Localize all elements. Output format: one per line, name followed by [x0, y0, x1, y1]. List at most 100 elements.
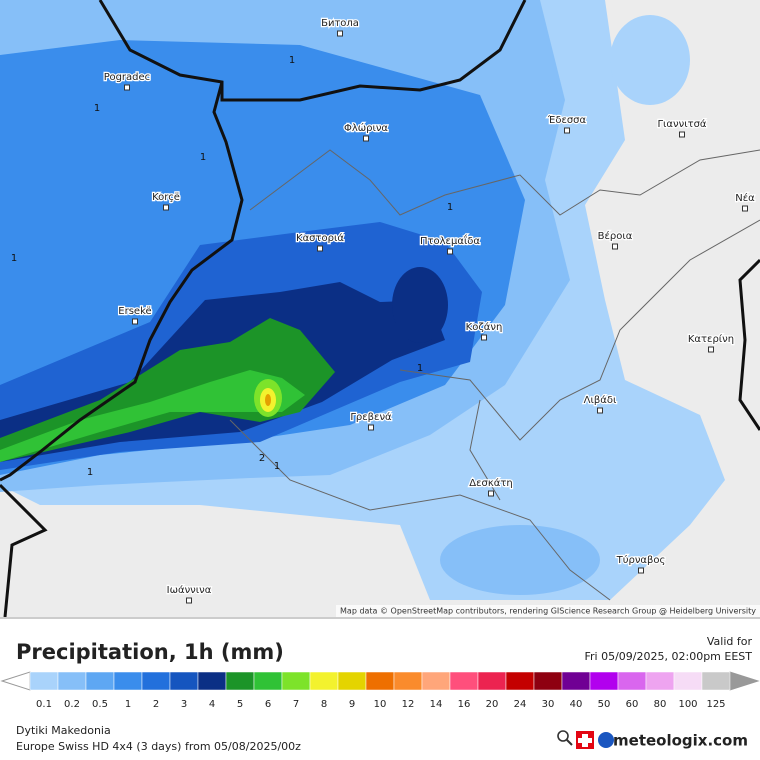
city-marker	[742, 205, 748, 212]
swiss-logo	[578, 734, 592, 747]
legend-label: 8	[321, 699, 327, 710]
legend-label: 20	[486, 699, 499, 710]
legend-color	[589, 671, 619, 691]
legend-title: Precipitation, 1h (mm)	[16, 640, 284, 664]
precip-area	[392, 267, 448, 343]
legend-color	[57, 671, 87, 691]
legend-color	[673, 671, 703, 691]
search-icon	[557, 730, 569, 742]
city-label: Pogradec	[104, 72, 150, 83]
legend-label: 10	[374, 699, 387, 710]
city-label: Νέα	[735, 192, 755, 204]
city-marker	[597, 407, 603, 414]
legend-label: 125	[706, 699, 725, 710]
legend-color	[393, 671, 423, 691]
legend-arrow-left	[0, 671, 31, 691]
contour-label: 1	[200, 152, 206, 163]
contour-label: 1	[94, 103, 100, 114]
city-marker	[368, 424, 374, 431]
contour-label: 1	[274, 461, 280, 472]
city-marker	[488, 490, 494, 497]
region-name: Dytiki Makedonia	[16, 724, 111, 737]
precip-area	[0, 370, 305, 462]
model-info: Europe Swiss HD 4x4 (3 days) from 05/08/…	[16, 740, 301, 753]
legend-label: 0.2	[64, 699, 80, 710]
legend-color	[85, 671, 115, 691]
attribution-background	[336, 605, 760, 617]
city-marker	[186, 597, 192, 604]
map: Битола Pogradec Φλώρινα Έδεσσα Γιαννιτσά Korç…	[0, 0, 760, 617]
city-label: Битола	[321, 18, 359, 29]
legend-color	[701, 671, 731, 691]
legend-color	[477, 671, 507, 691]
city-label: Πτολεμαΐδα	[420, 233, 480, 247]
city-label: Λιβάδι	[584, 394, 617, 406]
city-marker	[638, 567, 644, 574]
city-label: Έδεσσα	[547, 114, 587, 126]
contour-label: 2	[259, 453, 265, 464]
city-marker	[317, 245, 323, 252]
attribution: Map data © OpenStreetMap contributors, r…	[340, 607, 756, 616]
city-label: Ersekë	[118, 306, 151, 317]
legend-label: 7	[293, 699, 299, 710]
contour-label: 1	[87, 467, 93, 478]
city-marker	[132, 318, 138, 325]
legend-arrow-right	[729, 671, 760, 691]
legend-label: 30	[542, 699, 555, 710]
legend-color	[309, 671, 339, 691]
legend-color	[113, 671, 143, 691]
precip-area	[440, 525, 600, 595]
legend-label: 6	[265, 699, 271, 710]
legend-color	[29, 671, 59, 691]
legend-color	[617, 671, 647, 691]
contour-label: 1	[447, 202, 453, 213]
legend-color	[505, 671, 535, 691]
contour-label: 1	[11, 253, 17, 264]
legend-color	[421, 671, 451, 691]
city-label: Γρεβενά	[350, 411, 392, 423]
city-label: Φλώρινα	[344, 122, 388, 134]
legend-label: 5	[237, 699, 243, 710]
brand-logo	[598, 732, 614, 748]
city-label: Ιωάννινα	[167, 584, 212, 596]
city-marker	[124, 84, 130, 91]
legend-color	[449, 671, 479, 691]
legend-label: 2	[153, 699, 159, 710]
legend-color	[645, 671, 675, 691]
city-label: Βέροια	[598, 230, 633, 242]
city-label: Τύρναβος	[616, 554, 666, 566]
legend-label: 12	[402, 699, 415, 710]
city-label: Καστοριά	[296, 232, 344, 244]
search-icon	[566, 739, 573, 746]
legend-color	[337, 671, 367, 691]
legend-label: 100	[678, 699, 697, 710]
legend-color	[197, 671, 227, 691]
city-marker	[163, 204, 169, 211]
legend-color	[169, 671, 199, 691]
city-marker	[708, 346, 714, 353]
city-marker	[447, 248, 453, 255]
legend-color	[225, 671, 255, 691]
legend-label: 80	[654, 699, 667, 710]
city-label: Κατερίνη	[688, 333, 734, 345]
legend-color	[141, 671, 171, 691]
country-borders	[0, 0, 760, 617]
valid-time: Fri 05/09/2025, 02:00pm EEST	[585, 650, 753, 663]
city-label: Δεσκάτη	[469, 477, 512, 489]
contour-label: 1	[417, 363, 423, 374]
legend-color	[281, 671, 311, 691]
legend-label: 16	[458, 699, 471, 710]
legend-label: 3	[181, 699, 187, 710]
legend-label: 4	[209, 699, 215, 710]
legend-label: 0.1	[36, 699, 52, 710]
city-label: Korçë	[152, 192, 180, 203]
legend-color	[561, 671, 591, 691]
city-label: Γιαννιτσά	[657, 118, 706, 130]
precip-area	[610, 15, 690, 105]
legend-label: 40	[570, 699, 583, 710]
region-borders	[229, 149, 760, 601]
legend-color	[365, 671, 395, 691]
legend-label: 60	[626, 699, 639, 710]
legend-label: 1	[125, 699, 131, 710]
